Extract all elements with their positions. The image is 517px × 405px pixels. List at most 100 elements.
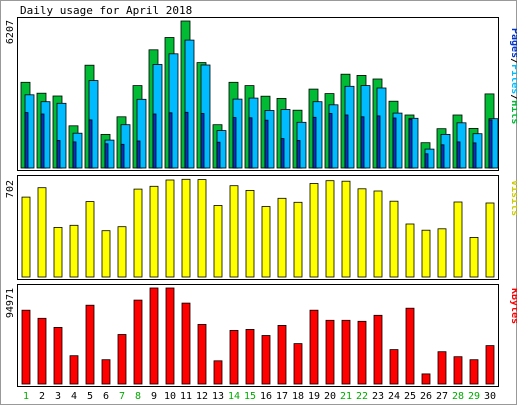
kbytes-bar-day-4: [69, 355, 79, 385]
visits-bar-day-25: [405, 223, 415, 278]
x-label-day-27: 27: [436, 391, 448, 402]
panel-2-frame: [17, 175, 499, 280]
kbytes-bar-day-19: [309, 309, 319, 385]
x-label-day-20: 20: [324, 391, 336, 402]
panel-2-ylabel: Visits: [509, 180, 517, 216]
kbytes-bar-day-28: [453, 356, 463, 385]
pages-bar-day-14: [232, 117, 237, 169]
visits-bar-day-23: [373, 190, 383, 278]
kbytes-bar-day-11: [181, 302, 191, 385]
visits-bar-day-7: [117, 226, 127, 278]
visits-bar-day-10: [165, 179, 175, 278]
files-bar-day-3: [56, 102, 67, 169]
x-label-day-12: 12: [196, 391, 208, 402]
pages-bar-day-27: [440, 144, 445, 169]
x-label-day-22: 22: [356, 391, 368, 402]
x-label-day-24: 24: [388, 391, 400, 402]
visits-bar-day-1: [21, 196, 31, 278]
panel-visits: 702 Visits: [5, 175, 517, 280]
panel-1-bars: [20, 20, 499, 169]
kbytes-bar-day-8: [133, 299, 143, 385]
x-label-day-30: 30: [484, 391, 496, 402]
kbytes-bar-day-5: [85, 304, 95, 385]
kbytes-bar-day-10: [165, 287, 175, 385]
ylabel-sep-2: /: [509, 94, 517, 100]
pages-bar-day-1: [24, 112, 29, 169]
panel-3-ylabel: KBytes: [509, 288, 517, 324]
pages-bar-day-11: [184, 111, 189, 169]
pages-bar-day-29: [472, 142, 477, 169]
pages-bar-day-26: [424, 153, 429, 169]
pages-bar-day-9: [152, 113, 157, 169]
kbytes-bar-day-21: [341, 319, 351, 385]
x-label-day-2: 2: [39, 391, 45, 402]
files-bar-day-8: [136, 98, 147, 169]
x-label-day-5: 5: [87, 391, 93, 402]
pages-bar-day-6: [104, 143, 109, 169]
x-label-day-13: 13: [212, 391, 224, 402]
visits-bar-day-16: [261, 206, 271, 278]
visits-bar-day-28: [453, 201, 463, 278]
visits-bar-day-18: [293, 201, 303, 278]
ylabel-pages: Pages: [509, 28, 517, 58]
visits-bar-day-3: [53, 226, 63, 278]
x-axis-day-labels: 1 2 3 4 5 6 7 8 9 10 11 12 13 14 15 16 17 18 19 20 21 22 23 24 2…: [23, 391, 496, 402]
x-label-day-14: 14: [228, 391, 240, 402]
kbytes-bar-day-26: [421, 373, 431, 385]
x-label-day-1: 1: [23, 391, 29, 402]
visits-bar-day-19: [309, 183, 319, 278]
visits-bar-day-12: [197, 179, 207, 278]
visits-bar-day-24: [389, 200, 399, 278]
pages-bar-day-12: [200, 113, 205, 169]
pages-bar-day-20: [328, 113, 333, 169]
kbytes-bar-day-1: [21, 309, 31, 385]
visits-bar-day-8: [133, 188, 143, 278]
x-label-day-26: 26: [420, 391, 432, 402]
pages-bar-day-13: [216, 141, 221, 169]
pages-bar-day-5: [88, 119, 93, 169]
x-label-day-29: 29: [468, 391, 480, 402]
pages-bar-day-8: [136, 140, 141, 169]
x-label-day-7: 7: [119, 391, 125, 402]
x-label-day-19: 19: [308, 391, 320, 402]
panel-1-ylabel: Pages/Files/Hits: [509, 28, 517, 124]
x-label-day-28: 28: [452, 391, 464, 402]
files-bar-day-10: [168, 53, 179, 169]
visits-bar-day-11: [181, 178, 191, 278]
x-label-day-10: 10: [164, 391, 176, 402]
x-label-day-15: 15: [244, 391, 256, 402]
visits-bar-day-4: [69, 224, 79, 278]
visits-bar-day-15: [245, 189, 255, 278]
kbytes-bar-day-27: [437, 351, 447, 385]
pages-bar-day-28: [456, 141, 461, 169]
pages-bar-day-10: [168, 112, 173, 169]
pages-bar-day-4: [72, 141, 77, 169]
kbytes-bar-day-20: [325, 319, 335, 385]
visits-bar-day-2: [37, 187, 47, 278]
panel-hits-files-pages: 6207 Pages/Files/Hits: [5, 17, 517, 171]
pages-bar-day-17: [280, 138, 285, 169]
x-label-day-21: 21: [340, 391, 352, 402]
panel-1-ymax-label: 6207: [5, 20, 16, 44]
panel-2-ymax-label: 702: [5, 180, 16, 198]
pages-bar-day-24: [392, 117, 397, 169]
kbytes-bar-day-12: [197, 323, 207, 385]
pages-bar-day-25: [408, 118, 413, 169]
visits-bar-day-9: [149, 185, 159, 278]
kbytes-bar-day-18: [293, 343, 303, 385]
chart-title: Daily usage for April 2018: [20, 4, 192, 17]
kbytes-bar-day-13: [213, 360, 223, 385]
visits-bar-day-21: [341, 180, 351, 278]
x-label-day-9: 9: [151, 391, 157, 402]
ylabel-hits: Hits: [509, 100, 517, 124]
kbytes-bar-day-25: [405, 307, 415, 385]
visits-bar-day-6: [101, 230, 111, 278]
x-label-day-17: 17: [276, 391, 288, 402]
kbytes-bar-day-15: [245, 328, 255, 385]
panel-2-bars: [21, 178, 495, 278]
visits-bar-day-20: [325, 180, 335, 278]
x-label-day-16: 16: [260, 391, 272, 402]
visits-bar-day-5: [85, 201, 95, 278]
pages-bar-day-19: [312, 116, 317, 169]
